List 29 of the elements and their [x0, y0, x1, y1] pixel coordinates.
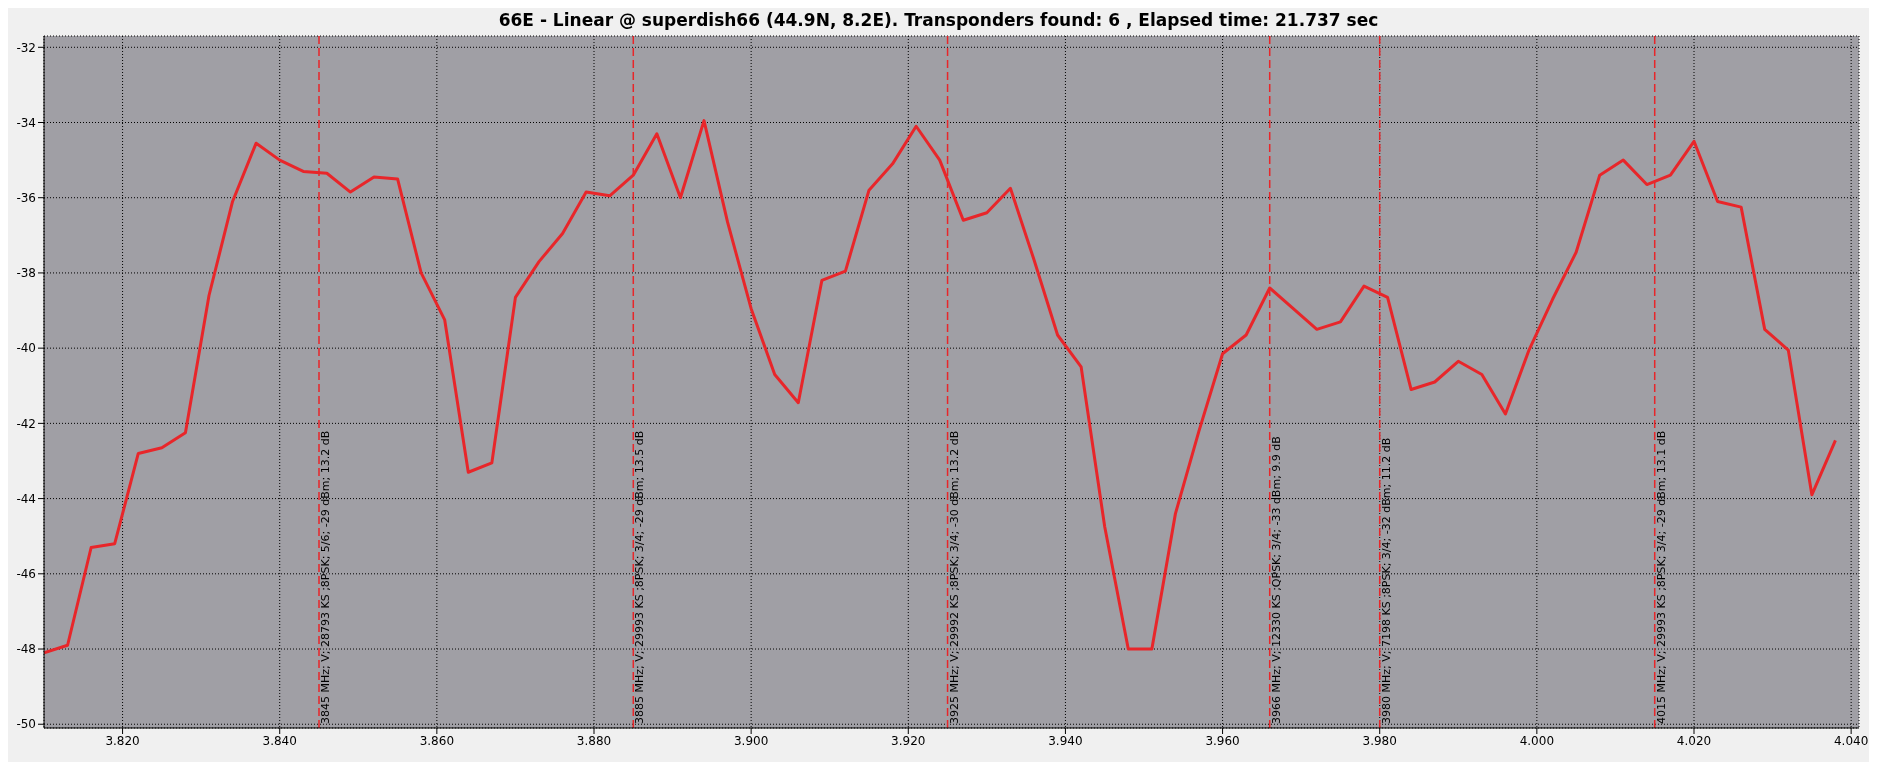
x-tick-label: 3.980: [1362, 733, 1397, 748]
ref-line-label: 3925 MHz; V; 29992 KS ;8PSK; 3/4; -30 dBm; 13.2 dB: [947, 430, 961, 724]
x-tick-label: 4.020: [1676, 733, 1712, 748]
y-tick-label: -46: [16, 567, 36, 582]
y-tick-label: -36: [16, 190, 36, 205]
x-tick-label: 3.940: [1048, 733, 1083, 748]
y-tick-label: -44: [16, 491, 36, 506]
chart-title: 66E - Linear @ superdish66 (44.9N, 8.2E). Transponders found: 6 , Elapsed time: 21.737 sec: [497, 9, 1380, 32]
x-tick-label: 3.920: [891, 733, 926, 748]
ref-line-label: 3885 MHz; V; 29993 KS ;8PSK; 3/4; -29 dBm; 13.5 dB: [633, 430, 647, 724]
y-tick-label: -40: [16, 341, 36, 356]
y-tick-label: -34: [16, 115, 36, 130]
ref-line-label: 3980 MHz; V; 7198 KS ;8PSK; 3/4; -32 dBm; 11.2 dB: [1379, 437, 1393, 724]
x-tick-label: 4.040: [1833, 733, 1869, 748]
y-tick-label: -38: [16, 266, 36, 281]
x-tick-label: 3.880: [576, 733, 612, 748]
x-tick-label: 3.820: [105, 733, 140, 748]
x-tick-label: 3.900: [733, 733, 769, 748]
ref-line-label: 3845 MHz; V; 28793 KS ;8PSK; 5/6; -29 dBm; 13.2 dB: [319, 430, 332, 724]
ref-line-label: 3966 MHz; V; 12330 KS ;QPSK; 3/4; -33 dBm; 9.9 dB: [1269, 436, 1283, 724]
y-tick-label: -32: [16, 40, 36, 55]
x-tick-label: 3.960: [1205, 733, 1240, 748]
y-tick-label: -48: [16, 642, 36, 657]
y-tick-label: -42: [16, 416, 36, 431]
x-tick-label: 3.840: [262, 733, 297, 748]
x-tick-label: 3.860: [419, 733, 455, 748]
x-tick-label: 4.000: [1519, 733, 1555, 748]
y-tick-label: -50: [16, 717, 36, 732]
ref-line-label: 4015 MHz; V; 29993 KS ;8PSK; 3/4; -29 dBm; 13.1 dB: [1654, 430, 1668, 724]
